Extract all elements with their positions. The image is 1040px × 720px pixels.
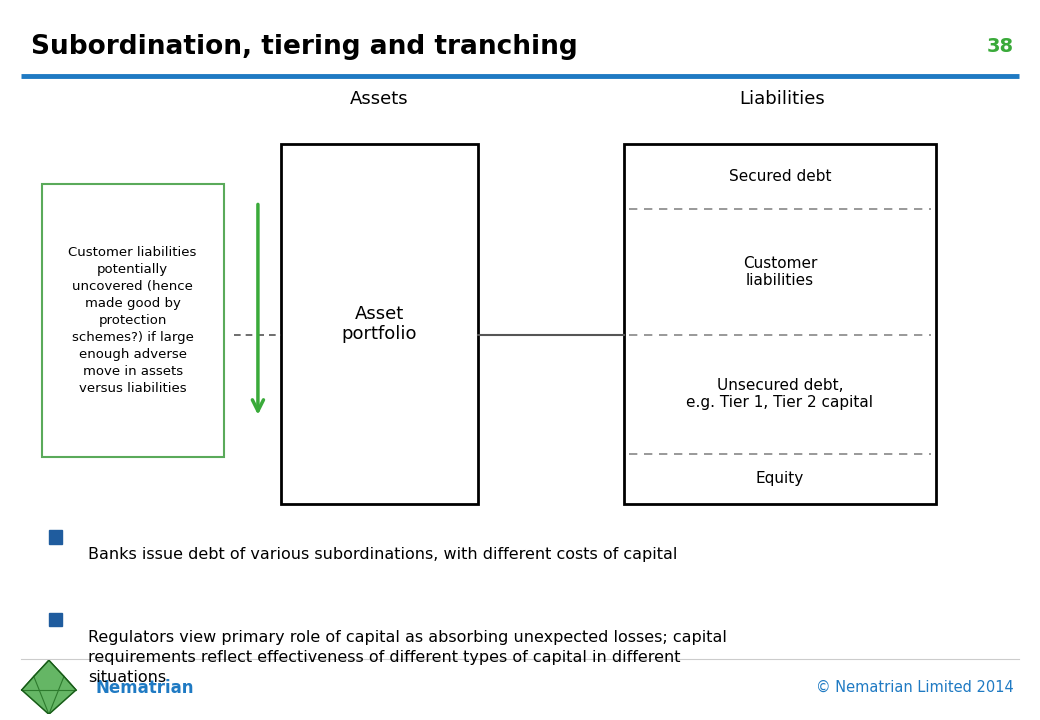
Bar bbox=[49, 613, 62, 626]
Text: Banks issue debt of various subordinations, with different costs of capital: Banks issue debt of various subordinatio… bbox=[88, 547, 678, 562]
Text: Regulators view primary role of capital as absorbing unexpected losses; capital
: Regulators view primary role of capital … bbox=[88, 630, 727, 685]
Text: © Nematrian Limited 2014: © Nematrian Limited 2014 bbox=[816, 680, 1014, 695]
Bar bbox=[42, 184, 224, 457]
Bar bbox=[281, 144, 478, 504]
Bar bbox=[49, 530, 62, 544]
Text: Equity: Equity bbox=[756, 472, 804, 486]
Text: Unsecured debt,
e.g. Tier 1, Tier 2 capital: Unsecured debt, e.g. Tier 1, Tier 2 capi… bbox=[686, 378, 874, 410]
Polygon shape bbox=[22, 660, 76, 714]
Text: Assets: Assets bbox=[350, 90, 409, 108]
Text: Asset
portfolio: Asset portfolio bbox=[342, 305, 417, 343]
Text: Liabilities: Liabilities bbox=[739, 90, 825, 108]
Text: Customer
liabilities: Customer liabilities bbox=[743, 256, 817, 288]
Text: Nematrian: Nematrian bbox=[96, 678, 194, 697]
Text: Subordination, tiering and tranching: Subordination, tiering and tranching bbox=[31, 34, 578, 60]
Bar bbox=[624, 144, 936, 504]
Text: 38: 38 bbox=[987, 37, 1014, 56]
Text: Secured debt: Secured debt bbox=[729, 169, 831, 184]
Text: Customer liabilities
potentially
uncovered (hence
made good by
protection
scheme: Customer liabilities potentially uncover… bbox=[69, 246, 197, 395]
